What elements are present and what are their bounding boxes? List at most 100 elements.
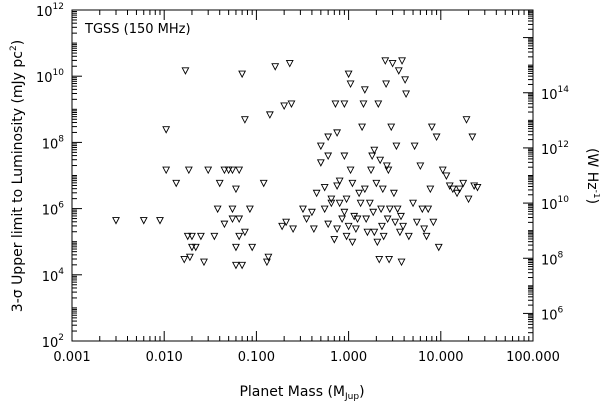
data-point bbox=[355, 189, 364, 198]
data-point bbox=[265, 111, 274, 119]
y2-tick-label: 108 bbox=[541, 250, 564, 268]
data-point bbox=[470, 182, 479, 190]
y2-axis-title: (W Hz-1) bbox=[584, 148, 600, 204]
data-point bbox=[228, 205, 237, 214]
data-point bbox=[376, 156, 385, 165]
data-point bbox=[389, 189, 398, 198]
data-point bbox=[362, 215, 371, 224]
data-point bbox=[375, 255, 384, 264]
data-point bbox=[156, 217, 164, 225]
data-point bbox=[373, 238, 382, 247]
data-point bbox=[422, 232, 431, 241]
y2-tick-label: 1010 bbox=[541, 195, 569, 213]
data-point bbox=[377, 205, 386, 214]
x-tick-label: 0.010 bbox=[146, 350, 183, 365]
data-point bbox=[320, 183, 329, 192]
data-point bbox=[240, 228, 249, 237]
y-tick-label: 106 bbox=[42, 201, 65, 219]
data-point bbox=[285, 60, 294, 68]
data-point bbox=[348, 238, 357, 247]
data-point bbox=[245, 205, 254, 214]
data-point bbox=[356, 199, 365, 208]
data-point bbox=[353, 215, 362, 224]
data-point bbox=[383, 215, 392, 224]
data-point bbox=[338, 215, 347, 224]
data-point bbox=[331, 100, 340, 108]
data-point bbox=[312, 189, 321, 198]
chart-annotation: TGSS (150 MHz) bbox=[84, 22, 191, 37]
data-point bbox=[316, 142, 325, 151]
data-point bbox=[358, 123, 367, 132]
x-axis-title: Planet Mass (MJup) bbox=[239, 384, 364, 402]
data-point bbox=[348, 179, 357, 188]
data-point bbox=[188, 232, 196, 241]
data-point bbox=[367, 166, 375, 175]
data-point bbox=[370, 146, 379, 155]
data-point bbox=[162, 126, 171, 134]
data-point bbox=[393, 205, 402, 214]
data-point bbox=[384, 166, 393, 175]
data-point bbox=[429, 218, 438, 227]
data-point bbox=[188, 243, 196, 252]
data-point bbox=[416, 162, 425, 171]
data-point bbox=[401, 76, 410, 84]
data-point bbox=[333, 182, 342, 190]
data-point bbox=[346, 80, 355, 89]
data-point bbox=[434, 243, 443, 252]
data-point bbox=[385, 255, 394, 264]
data-point bbox=[232, 243, 240, 252]
data-point bbox=[365, 199, 374, 208]
data-point bbox=[351, 225, 360, 234]
data-point bbox=[360, 86, 369, 94]
data-point bbox=[392, 142, 401, 151]
data-point bbox=[473, 183, 482, 192]
data-point bbox=[327, 199, 336, 208]
data-point bbox=[418, 205, 427, 214]
y-tick-label: 1012 bbox=[36, 2, 64, 20]
data-point bbox=[309, 225, 318, 234]
data-point bbox=[369, 208, 378, 217]
data-point bbox=[394, 67, 403, 75]
data-point bbox=[340, 100, 349, 108]
data-point bbox=[374, 100, 383, 108]
data-point bbox=[438, 166, 447, 175]
data-point bbox=[448, 185, 457, 194]
data-point bbox=[220, 166, 229, 175]
data-point bbox=[333, 225, 342, 234]
data-point bbox=[282, 218, 291, 227]
data-point bbox=[420, 225, 429, 234]
data-point bbox=[191, 243, 200, 252]
x-tick-label: 100.000 bbox=[506, 350, 560, 365]
y-tick-label: 1010 bbox=[36, 68, 64, 86]
data-point bbox=[235, 232, 244, 241]
data-point bbox=[287, 100, 296, 108]
y2-tick-label: 1014 bbox=[541, 85, 569, 103]
data-point bbox=[344, 70, 353, 79]
data-point bbox=[388, 60, 397, 68]
data-point bbox=[412, 218, 421, 227]
data-point bbox=[320, 205, 329, 214]
data-point bbox=[398, 57, 407, 65]
data-point bbox=[342, 195, 351, 204]
data-point bbox=[224, 166, 233, 175]
data-point bbox=[397, 212, 405, 221]
data-point bbox=[455, 185, 464, 194]
data-point bbox=[346, 166, 355, 175]
data-point bbox=[324, 152, 333, 161]
data-point bbox=[299, 205, 307, 214]
data-point bbox=[278, 222, 287, 231]
data-point bbox=[464, 195, 473, 204]
data-point bbox=[183, 232, 192, 241]
data-point bbox=[382, 162, 391, 171]
data-point bbox=[264, 253, 273, 262]
data-point bbox=[409, 199, 417, 208]
data-point bbox=[370, 228, 379, 237]
data-point bbox=[410, 142, 419, 151]
data-point bbox=[262, 258, 271, 267]
data-point bbox=[395, 228, 404, 237]
data-point bbox=[359, 100, 368, 108]
data-point bbox=[181, 67, 190, 75]
x-tick-label: 0.001 bbox=[53, 350, 90, 365]
y-tick-label: 102 bbox=[42, 333, 64, 351]
axis-ticks bbox=[71, 10, 534, 342]
